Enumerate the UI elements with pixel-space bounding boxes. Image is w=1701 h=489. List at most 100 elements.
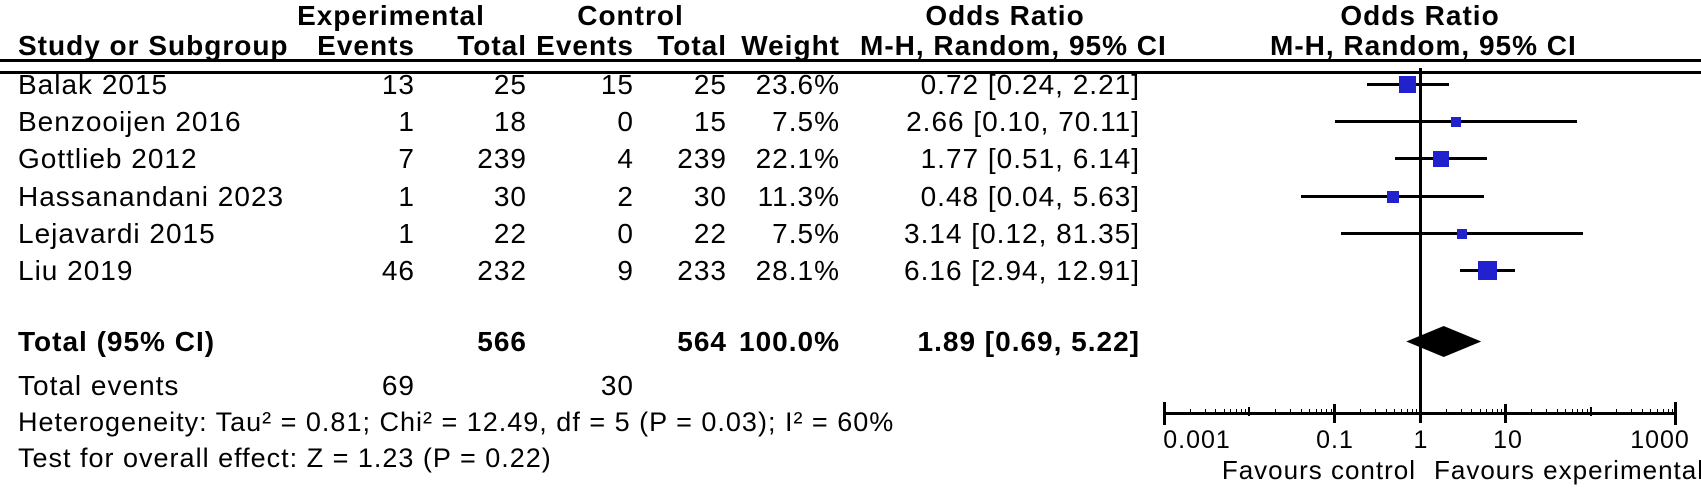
- axis-minor-tick: [1326, 409, 1328, 415]
- axis-minor-tick: [1671, 409, 1673, 415]
- heterogeneity-note: Heterogeneity: Tau² = 0.81; Chi² = 12.49…: [18, 407, 895, 437]
- ctrl-total-value: 30: [693, 181, 727, 212]
- axis-minor-tick: [1223, 409, 1225, 415]
- exp-events-value: 1: [398, 218, 415, 249]
- total-row: Total (95% CI) 566 564 100.0% 1.89 [0.69…: [0, 323, 1701, 360]
- table-row: Lejavardi 2015 1 22 0 22 7.5% 3.14 [0.12…: [0, 215, 1701, 252]
- or-ci-value: 0.48 [0.04, 5.63]: [920, 181, 1140, 212]
- study-label: Lejavardi 2015: [18, 218, 216, 249]
- or-ci-value: 2.66 [0.10, 70.11]: [906, 106, 1140, 137]
- axis-minor-tick: [1641, 409, 1643, 415]
- exp-total-value: 30: [493, 181, 527, 212]
- axis-minor-tick: [1215, 409, 1217, 415]
- study-label: Gottlieb 2012: [18, 143, 198, 174]
- table-row: Balak 2015 13 25 15 25 23.6% 0.72 [0.24,…: [0, 66, 1701, 103]
- ctrl-total-value: 15: [693, 106, 727, 137]
- ctrl-total-value: 22: [693, 218, 727, 249]
- exp-events-value: 1: [398, 181, 415, 212]
- exp-total-value: 239: [477, 143, 527, 174]
- total-weight: 100.0%: [739, 326, 840, 357]
- column-header-exp-events: Events: [317, 30, 415, 61]
- or-text-column-subtitle: M-H, Random, 95% CI: [860, 30, 1167, 61]
- ctrl-events-value: 0: [617, 218, 634, 249]
- total-or-ci: 1.89 [0.69, 5.22]: [917, 326, 1140, 357]
- weight-value: 28.1%: [755, 255, 840, 286]
- total-ctrl-events: 30: [600, 370, 634, 401]
- axis-minor-tick: [1300, 409, 1302, 415]
- or-ci-value: 1.77 [0.51, 6.14]: [920, 143, 1140, 174]
- exp-total-value: 232: [477, 255, 527, 286]
- weight-value: 11.3%: [757, 181, 840, 212]
- ctrl-total-value: 239: [677, 143, 727, 174]
- axis-minor-tick: [1189, 409, 1191, 415]
- ctrl-events-value: 0: [617, 106, 634, 137]
- axis-decade-tick: [1248, 407, 1251, 416]
- ctrl-events-value: 15: [600, 69, 634, 100]
- axis-minor-tick: [1236, 409, 1238, 415]
- axis-minor-tick: [1315, 409, 1317, 415]
- axis-minor-tick: [1360, 409, 1362, 415]
- axis-tick-label: 1000: [1630, 426, 1690, 454]
- overall-effect-note: Test for overall effect: Z = 1.23 (P = 0…: [18, 443, 552, 473]
- ctrl-total-value: 25: [693, 69, 727, 100]
- exp-events-value: 1: [398, 106, 415, 137]
- axis-minor-tick: [1556, 409, 1558, 415]
- axis-minor-tick: [1582, 409, 1584, 415]
- axis-minor-tick: [1275, 409, 1277, 415]
- axis-minor-tick: [1230, 409, 1232, 415]
- or-marker: [1433, 150, 1450, 167]
- or-ci-value: 3.14 [0.12, 81.35]: [904, 218, 1140, 249]
- group-header-experimental: Experimental: [297, 0, 485, 31]
- axis-minor-tick: [1471, 409, 1473, 415]
- column-header-ctrl-events: Events: [536, 30, 634, 61]
- or-marker: [1386, 190, 1399, 203]
- axis-minor-tick: [1241, 409, 1243, 415]
- axis-minor-tick: [1571, 409, 1573, 415]
- axis-major-tick: [1674, 402, 1678, 425]
- axis-minor-tick: [1321, 409, 1323, 415]
- total-label: Total (95% CI): [18, 326, 216, 357]
- total-events-row: Total events 69 30: [0, 367, 1701, 404]
- axis-minor-tick: [1406, 409, 1408, 415]
- axis-major-tick: [1333, 404, 1337, 423]
- axis-minor-tick: [1386, 409, 1388, 415]
- axis-minor-tick: [1486, 409, 1488, 415]
- axis-minor-tick: [1411, 409, 1413, 415]
- axis-minor-tick: [1245, 409, 1247, 415]
- exp-events-value: 7: [398, 143, 415, 174]
- axis-minor-tick: [1530, 409, 1532, 415]
- axis-minor-tick: [1662, 409, 1664, 415]
- axis-minor-tick: [1309, 409, 1311, 415]
- total-exp-total: 566: [477, 326, 527, 357]
- axis-minor-tick: [1650, 409, 1652, 415]
- study-label: Balak 2015: [18, 69, 169, 100]
- or-marker: [1451, 116, 1462, 127]
- axis-minor-tick: [1416, 409, 1418, 415]
- axis-minor-tick: [1460, 409, 1462, 415]
- favours-experimental-label: Favours experimental: [1434, 455, 1701, 485]
- axis-decade-tick: [1589, 407, 1592, 416]
- exp-events-value: 13: [381, 69, 415, 100]
- axis-minor-tick: [1577, 409, 1579, 415]
- axis-tick-label: 10: [1493, 426, 1523, 454]
- axis-minor-tick: [1501, 409, 1503, 415]
- column-header-weight: Weight: [741, 30, 840, 61]
- axis-minor-tick: [1330, 409, 1332, 415]
- table-row: Hassanandani 2023 1 30 2 30 11.3% 0.48 […: [0, 178, 1701, 215]
- summary-diamond: [1406, 326, 1482, 357]
- axis-minor-tick: [1204, 409, 1206, 415]
- total-events-label: Total events: [18, 370, 180, 401]
- axis-minor-tick: [1586, 409, 1588, 415]
- exp-total-value: 22: [493, 218, 527, 249]
- table-row: Liu 2019 46 232 9 233 28.1% 6.16 [2.94, …: [0, 252, 1701, 289]
- axis-minor-tick: [1492, 409, 1494, 415]
- exp-total-value: 25: [493, 69, 527, 100]
- axis-minor-tick: [1290, 409, 1292, 415]
- total-ctrl-total: 564: [677, 326, 727, 357]
- weight-value: 7.5%: [772, 106, 840, 137]
- exp-total-value: 18: [493, 106, 527, 137]
- total-exp-events: 69: [381, 370, 415, 401]
- header-column-row: Study or Subgroup Events Total Events To…: [0, 31, 1701, 61]
